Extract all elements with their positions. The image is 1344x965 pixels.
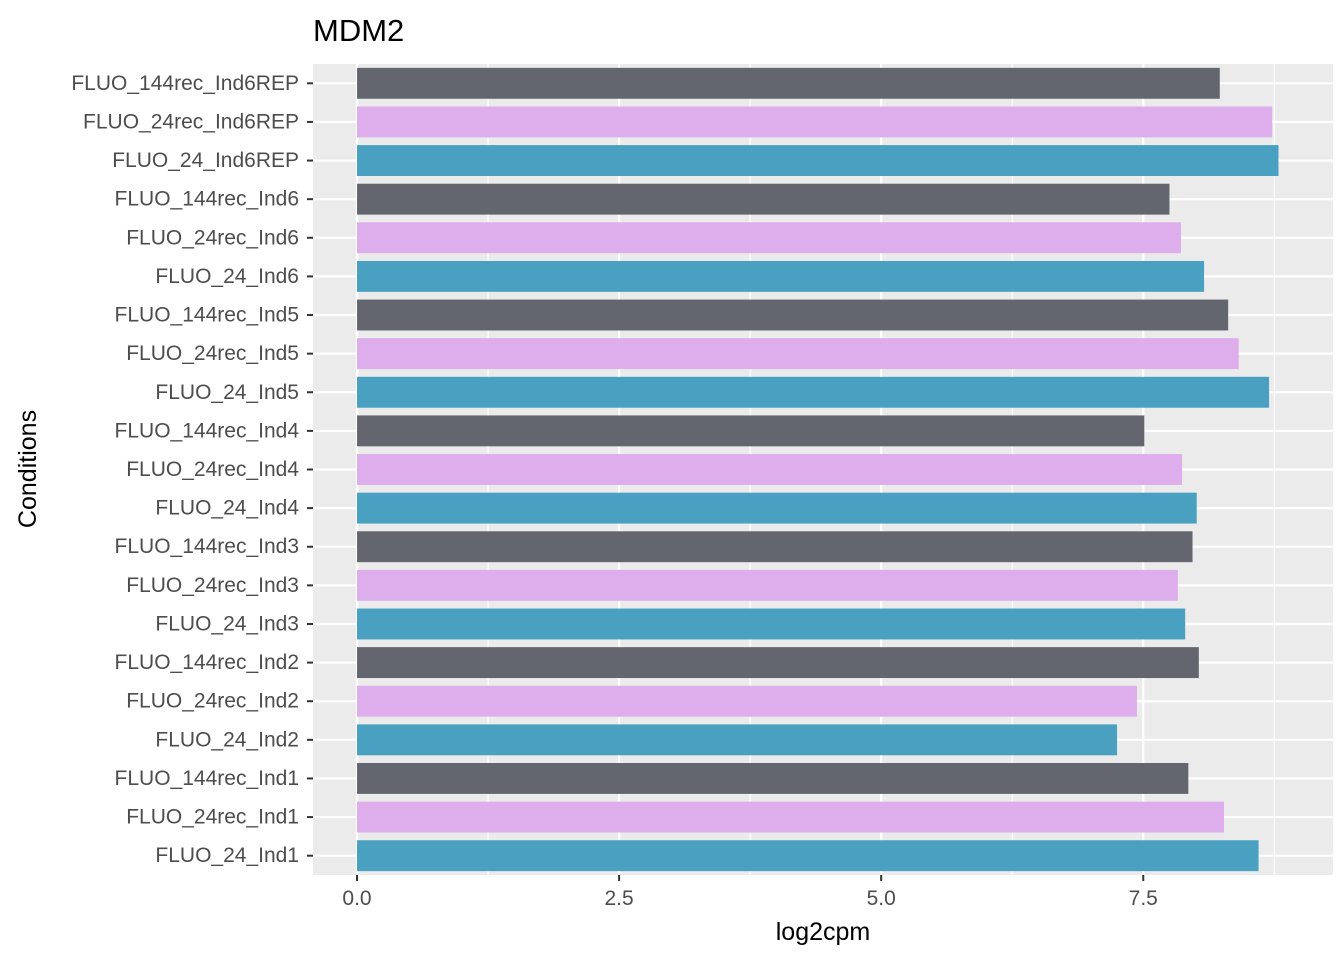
x-tick-label: 2.5 — [605, 887, 634, 910]
bar-FLUO_24rec_Ind6 — [357, 222, 1181, 254]
bar-FLUO_144rec_Ind4 — [357, 415, 1145, 447]
y-tick-label: FLUO_144rec_Ind1 — [115, 767, 299, 790]
y-tick-label: FLUO_24rec_Ind5 — [126, 342, 299, 365]
y-tick-label: FLUO_24rec_Ind1 — [126, 806, 299, 829]
bar-FLUO_144rec_Ind6 — [357, 183, 1170, 215]
x-tick-label: 5.0 — [867, 887, 896, 910]
y-tick-label: FLUO_144rec_Ind5 — [115, 304, 299, 327]
bar-FLUO_24rec_Ind5 — [357, 338, 1239, 370]
bar-FLUO_24rec_Ind6REP — [357, 106, 1273, 138]
bar-FLUO_144rec_Ind1 — [357, 763, 1189, 794]
y-tick-label: FLUO_24rec_Ind6 — [126, 226, 299, 249]
y-tick-label: FLUO_24_Ind6 — [155, 265, 299, 288]
bar-FLUO_144rec_Ind6REP — [357, 67, 1220, 99]
bar-FLUO_24_Ind2 — [357, 724, 1118, 756]
y-tick-label: FLUO_24_Ind6REP — [112, 149, 299, 172]
y-tick-label: FLUO_24_Ind1 — [155, 844, 299, 867]
y-tick-label: FLUO_24_Ind3 — [155, 612, 299, 635]
x-axis-title: log2cpm — [776, 918, 871, 946]
y-tick-label: FLUO_24rec_Ind4 — [126, 458, 299, 481]
bar-FLUO_144rec_Ind3 — [357, 531, 1193, 563]
bar-FLUO_24_Ind1 — [357, 840, 1259, 872]
y-tick-label: FLUO_24_Ind2 — [155, 728, 299, 751]
bar-FLUO_24rec_Ind3 — [357, 569, 1178, 601]
chart-title: MDM2 — [313, 13, 404, 48]
y-tick-label: FLUO_144rec_Ind6REP — [71, 72, 299, 95]
bars — [357, 67, 1279, 872]
y-axis: FLUO_144rec_Ind6REP FLUO_24rec_Ind6REP FLU… — [71, 72, 313, 867]
x-tick-label: 0.0 — [342, 887, 371, 910]
y-tick-label: FLUO_24rec_Ind2 — [126, 690, 299, 713]
bar-FLUO_24_Ind6 — [357, 260, 1205, 292]
bar-FLUO_24rec_Ind1 — [357, 801, 1224, 833]
y-tick-label: FLUO_24_Ind5 — [155, 381, 299, 404]
bar-FLUO_24_Ind6REP — [357, 145, 1279, 176]
bar-FLUO_144rec_Ind5 — [357, 299, 1229, 331]
y-tick-label: FLUO_24rec_Ind3 — [126, 574, 299, 597]
y-tick-label: FLUO_144rec_Ind6 — [115, 188, 299, 211]
y-tick-label: FLUO_24rec_Ind6REP — [83, 110, 299, 133]
bar-FLUO_24_Ind3 — [357, 608, 1186, 640]
y-axis-title: Conditions — [14, 410, 42, 528]
y-tick-label: FLUO_24_Ind4 — [155, 497, 299, 520]
y-tick-label: FLUO_144rec_Ind4 — [115, 419, 300, 442]
y-tick-label: FLUO_144rec_Ind2 — [115, 651, 299, 674]
bar-FLUO_24rec_Ind4 — [357, 454, 1183, 485]
x-axis: 0.0 2.5 5.0 7.5 — [342, 875, 1158, 910]
x-tick-label: 7.5 — [1129, 887, 1158, 910]
bar-FLUO_24_Ind4 — [357, 492, 1197, 524]
bar-FLUO_24rec_Ind2 — [357, 685, 1137, 717]
y-tick-label: FLUO_144rec_Ind3 — [115, 535, 299, 558]
bar-FLUO_24_Ind5 — [357, 376, 1270, 408]
bar-FLUO_144rec_Ind2 — [357, 647, 1199, 679]
